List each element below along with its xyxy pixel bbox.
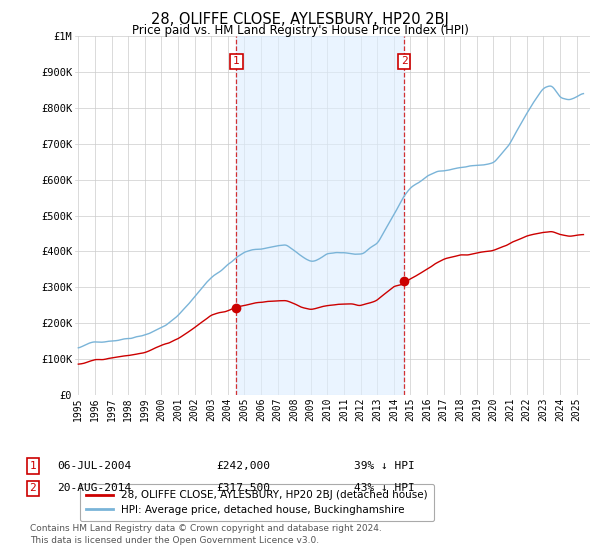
Text: This data is licensed under the Open Government Licence v3.0.: This data is licensed under the Open Gov… (30, 536, 319, 545)
Text: £317,500: £317,500 (216, 483, 270, 493)
Text: Contains HM Land Registry data © Crown copyright and database right 2024.: Contains HM Land Registry data © Crown c… (30, 524, 382, 533)
Text: 1: 1 (29, 461, 37, 471)
Text: 43% ↓ HPI: 43% ↓ HPI (354, 483, 415, 493)
Text: 06-JUL-2004: 06-JUL-2004 (57, 461, 131, 471)
Bar (236, 36, 404, 395)
Text: 1: 1 (233, 57, 240, 67)
Text: 20-AUG-2014: 20-AUG-2014 (57, 483, 131, 493)
Text: 2: 2 (29, 483, 37, 493)
Text: Price paid vs. HM Land Registry's House Price Index (HPI): Price paid vs. HM Land Registry's House … (131, 24, 469, 36)
Text: £242,000: £242,000 (216, 461, 270, 471)
Text: 28, OLIFFE CLOSE, AYLESBURY, HP20 2BJ: 28, OLIFFE CLOSE, AYLESBURY, HP20 2BJ (151, 12, 449, 27)
Legend: 28, OLIFFE CLOSE, AYLESBURY, HP20 2BJ (detached house), HPI: Average price, deta: 28, OLIFFE CLOSE, AYLESBURY, HP20 2BJ (d… (80, 484, 434, 521)
Text: 39% ↓ HPI: 39% ↓ HPI (354, 461, 415, 471)
Text: 2: 2 (401, 57, 407, 67)
